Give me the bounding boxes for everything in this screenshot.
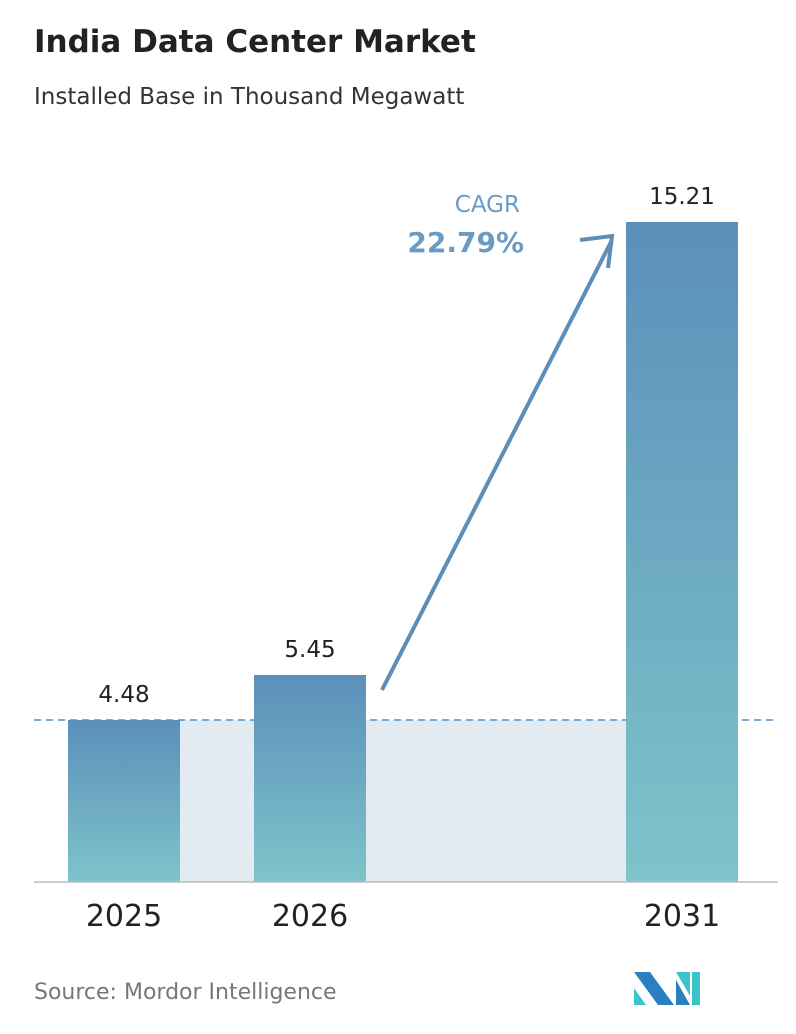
bar-2025 — [68, 719, 180, 882]
chart-title: India Data Center Market — [34, 24, 476, 60]
x-tick-label-2025: 2025 — [86, 899, 162, 934]
data-label-2031: 15.21 — [649, 184, 715, 210]
x-tick-label-2026: 2026 — [272, 899, 348, 934]
cagr-label: CAGR — [455, 192, 520, 218]
data-label-2025: 4.48 — [98, 682, 149, 708]
x-tick-label-2031: 2031 — [644, 899, 720, 934]
mordor-logo — [634, 972, 700, 1005]
data-label-2026: 5.45 — [284, 637, 335, 663]
bar-2031 — [626, 222, 738, 882]
cagr-value: 22.79% — [407, 226, 524, 259]
source-note: Source: Mordor Intelligence — [34, 980, 337, 1005]
bar-2026 — [254, 674, 366, 882]
cagr-arrow — [380, 239, 614, 691]
cagr-arrow-head — [579, 233, 615, 269]
chart-subtitle: Installed Base in Thousand Megawatt — [34, 84, 465, 110]
